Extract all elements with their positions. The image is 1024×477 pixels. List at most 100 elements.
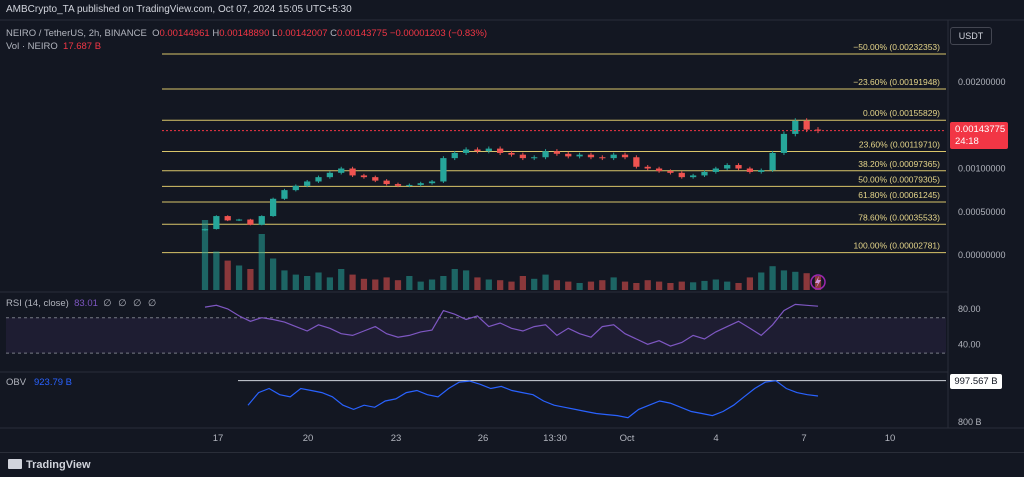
obv-legend[interactable]: OBV 923.79 B bbox=[6, 377, 72, 388]
volume-legend[interactable]: Vol · NEIRO 17.687 B bbox=[6, 41, 101, 52]
volume-bar bbox=[406, 276, 413, 290]
rsi-axis-label: 80.00 bbox=[958, 304, 981, 314]
candle-body bbox=[440, 158, 447, 182]
volume-bar bbox=[803, 273, 810, 290]
candle-body bbox=[315, 177, 322, 182]
volume-bar bbox=[735, 283, 742, 290]
volume-bar bbox=[758, 272, 765, 290]
candle-body bbox=[587, 154, 595, 158]
volume-bar bbox=[417, 281, 424, 290]
volume-bar bbox=[292, 274, 299, 290]
chart-canvas: 0.002000000.001500000.001000000.00050000… bbox=[0, 19, 1024, 444]
volume-bar bbox=[576, 283, 583, 290]
candle-body bbox=[485, 148, 492, 152]
volume-bar bbox=[519, 276, 526, 290]
symbol-ohlc-legend[interactable]: NEIRO / TetherUS, 2h, BINANCE O0.0014496… bbox=[6, 28, 487, 39]
volume-bar bbox=[531, 278, 538, 290]
volume-bar bbox=[349, 274, 356, 290]
rsi-legend[interactable]: RSI (14, close) 83.01 ∅ ∅ ∅ ∅ bbox=[6, 298, 158, 309]
volume-bar bbox=[565, 281, 572, 290]
candle-body bbox=[712, 168, 719, 172]
time-axis-label: 23 bbox=[391, 433, 402, 444]
candle-body bbox=[667, 171, 674, 173]
fib-label: 38.20% (0.00097365) bbox=[858, 159, 940, 169]
volume-bar bbox=[338, 269, 345, 290]
symbol-title: NEIRO / TetherUS, 2h, BINANCE bbox=[6, 28, 147, 39]
open-value: 0.00144961 bbox=[159, 28, 210, 39]
fib-label: 50.00% (0.00079305) bbox=[858, 174, 940, 184]
candle-body bbox=[610, 154, 617, 159]
volume-bar bbox=[485, 279, 492, 290]
currency-button[interactable]: USDT bbox=[950, 27, 992, 45]
volume-bar bbox=[690, 282, 697, 290]
time-axis: 17 20 23 26 13:30 Oct 4 7 10 bbox=[213, 433, 896, 444]
volume-bar bbox=[281, 270, 288, 290]
candle-body bbox=[326, 172, 333, 178]
candle-body bbox=[633, 157, 640, 167]
time-axis-label: 26 bbox=[478, 433, 489, 444]
close-value: 0.00143775 bbox=[337, 28, 388, 39]
footer-brand: TradingView bbox=[26, 459, 91, 471]
rsi-pane: 80.00 40.00 bbox=[6, 303, 981, 354]
volume-bar bbox=[235, 265, 243, 290]
candle-body bbox=[690, 175, 697, 178]
obv-value: 923.79 B bbox=[33, 377, 73, 388]
volume-bar bbox=[508, 281, 515, 290]
candle-body bbox=[769, 152, 776, 171]
volume-bar bbox=[553, 280, 561, 290]
candle-body bbox=[338, 168, 345, 173]
candle-body bbox=[224, 216, 231, 221]
candle-body bbox=[213, 216, 220, 230]
fib-label: −23.60% (0.00191948) bbox=[853, 77, 940, 87]
candle-body bbox=[678, 172, 685, 178]
time-axis-label: 17 bbox=[213, 433, 224, 444]
candle-body bbox=[599, 157, 606, 159]
change-value: −0.00001203 (−0.83%) bbox=[389, 28, 488, 39]
candle-body bbox=[497, 148, 504, 153]
candle-body bbox=[735, 165, 742, 169]
last-price-badge: 0.00143775 24:18 bbox=[950, 122, 1008, 149]
time-axis-label: 4 bbox=[713, 433, 718, 444]
volume-bar bbox=[428, 279, 436, 290]
obv-pane: 800 B bbox=[238, 380, 982, 427]
volume-bar bbox=[304, 276, 311, 290]
candle-body bbox=[462, 149, 470, 153]
candle-body bbox=[474, 149, 481, 152]
rsi-value: 83.01 bbox=[74, 298, 98, 309]
candle-body bbox=[792, 120, 799, 134]
high-label: H bbox=[212, 28, 220, 39]
tradingview-logo[interactable]: TradingView bbox=[8, 459, 91, 471]
volume-bar bbox=[372, 279, 379, 290]
candle-body bbox=[531, 157, 538, 159]
volume-bar bbox=[678, 281, 685, 290]
candle-body bbox=[724, 165, 731, 169]
candle-body bbox=[258, 216, 265, 225]
candle-body bbox=[269, 198, 277, 217]
price-axis-label: 0.00100000 bbox=[958, 164, 1006, 174]
candle-body bbox=[553, 151, 561, 154]
candle-body bbox=[519, 154, 526, 159]
volume-bar bbox=[462, 270, 470, 290]
candle-body bbox=[814, 129, 822, 131]
volume-bar bbox=[746, 277, 754, 290]
alert-bolt-icon[interactable] bbox=[810, 274, 826, 290]
price-axis-label: 0.00050000 bbox=[958, 207, 1006, 217]
volume-bar bbox=[610, 277, 617, 290]
volume-bar bbox=[201, 220, 209, 290]
volume-bar bbox=[644, 280, 651, 290]
candle-body bbox=[451, 152, 458, 159]
candle-body bbox=[565, 153, 572, 157]
volume-bar bbox=[599, 280, 606, 290]
candle-body bbox=[701, 171, 708, 176]
fib-label: 100.00% (0.00002781) bbox=[854, 241, 941, 251]
volume-value: 17.687 B bbox=[63, 41, 102, 52]
candle-body bbox=[803, 120, 810, 130]
volume-bar bbox=[224, 260, 231, 290]
candle-body bbox=[780, 133, 788, 153]
candle-body bbox=[428, 181, 436, 184]
candle-body bbox=[758, 170, 765, 172]
volume-bar bbox=[440, 276, 447, 290]
obv-line bbox=[247, 380, 819, 419]
rsi-extra-values: ∅ ∅ ∅ ∅ bbox=[103, 298, 159, 309]
candle-body bbox=[349, 168, 356, 176]
